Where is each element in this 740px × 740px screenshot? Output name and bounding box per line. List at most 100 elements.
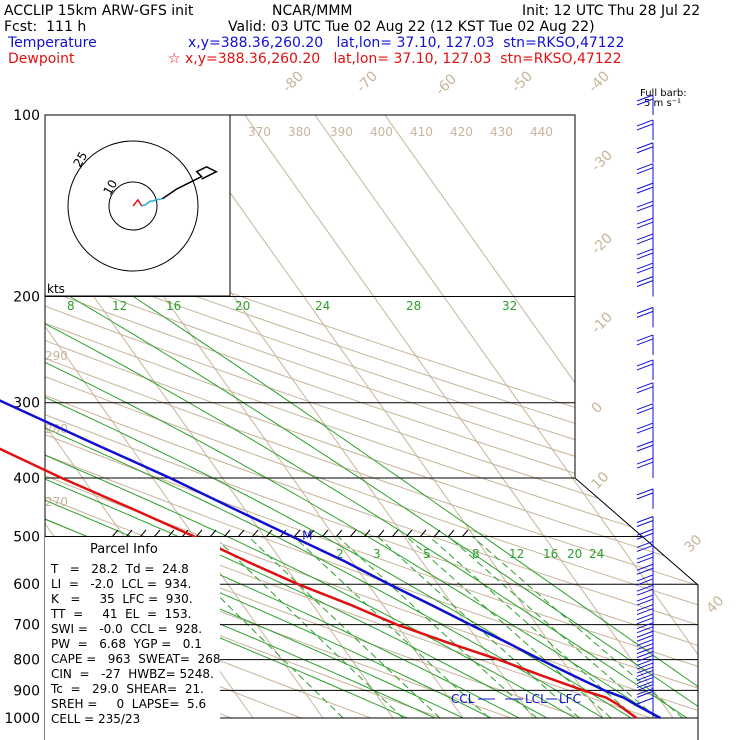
isotherm-line <box>244 115 674 719</box>
wind-barb-flag <box>636 142 654 150</box>
wind-barb <box>636 382 654 403</box>
dry-adiabat-line <box>45 115 698 719</box>
wind-barb-flag <box>636 200 654 208</box>
theta-e-label-16: 16 <box>166 299 181 313</box>
hatch-mark <box>111 529 119 538</box>
hatch-mark <box>167 529 175 538</box>
pressure-label-500: 500 <box>13 529 40 545</box>
mixing-ratio-label-8: 8 <box>472 547 480 561</box>
wind-barb-flag <box>636 673 654 681</box>
hatch-mark <box>251 529 259 538</box>
hatch-mark <box>153 529 161 538</box>
wind-barb-flag <box>636 598 654 606</box>
dry-adiabat-line <box>45 115 372 719</box>
wind-barb-flag <box>636 123 654 131</box>
mixing-ratio-label-20: 20 <box>567 547 582 561</box>
temperature-profile <box>0 399 661 720</box>
dry-adiabat-line <box>45 115 698 719</box>
wind-barb-flag <box>636 578 654 586</box>
barb-legend-units: 5 m s⁻¹ <box>644 98 681 109</box>
pressure-label-900: 900 <box>13 683 40 699</box>
wind-barb-flag <box>636 544 654 552</box>
wind-barb-flag <box>636 688 654 696</box>
wind-barb-flag <box>636 167 654 175</box>
wind-barb-flag <box>636 662 654 670</box>
dry-adiabat-line <box>45 115 698 719</box>
pressure-label-800: 800 <box>13 653 40 669</box>
hatch-mark <box>237 529 245 538</box>
isotherm-label--20: -20 <box>589 230 616 257</box>
mixing-ratio-line <box>248 536 441 719</box>
wind-barb-flag <box>636 403 654 411</box>
parcel-info-box <box>45 537 220 740</box>
hatch-mark <box>125 529 133 538</box>
wind-barb-flag <box>636 163 654 171</box>
dry-adiabat-line <box>45 115 698 719</box>
theta-label-270: 270 <box>45 495 68 509</box>
hatch-mark <box>139 529 147 538</box>
theta-label-440: 440 <box>530 125 553 139</box>
wind-barb-flag <box>636 252 654 260</box>
wind-barb-flag <box>636 630 654 638</box>
wind-barb-flag <box>636 407 654 415</box>
wind-barb-flag <box>636 651 654 659</box>
mixing-ratio-label-24: 24 <box>589 547 604 561</box>
hodograph-units: kts <box>47 282 65 296</box>
wind-barb-flag <box>636 444 654 452</box>
mixing-ratio-line <box>472 536 684 719</box>
pressure-label-400: 400 <box>13 471 40 487</box>
wind-barb <box>636 119 654 140</box>
parcel-info-row: PW = 6.68 YGP = 0.1 <box>51 637 202 651</box>
isotherm-label--80: -80 <box>280 68 307 95</box>
hatch-mark <box>307 529 315 538</box>
hatch-mark <box>391 529 399 538</box>
mixing-ratio-line <box>213 536 404 719</box>
wind-barb-flag <box>636 658 654 666</box>
wind-barb-flag <box>636 182 654 190</box>
hatch-mark <box>447 529 455 538</box>
wind-barb-flag <box>636 697 654 705</box>
wind-barb-flag <box>636 334 654 342</box>
wind-barb-flag <box>636 457 654 465</box>
wind-barb-flag <box>636 540 654 548</box>
theta-e-label-24: 24 <box>315 299 330 313</box>
wind-barb-flag <box>636 248 654 256</box>
wind-barb-flag <box>636 306 654 314</box>
wind-barb-flag <box>636 669 654 677</box>
wind-barb <box>636 262 654 284</box>
mixing-ratio-label-16: 16 <box>543 547 558 561</box>
wind-barb <box>636 233 654 254</box>
hatch-mark <box>293 529 301 538</box>
lfc-label: LFC <box>559 692 581 706</box>
dry-adiabat-line <box>45 115 442 719</box>
hatch-mark <box>377 529 385 538</box>
wind-barb-flag <box>636 119 654 127</box>
dry-adiabat-line <box>45 115 698 719</box>
isotherm-label--40: -40 <box>586 68 613 95</box>
pressure-label-100: 100 <box>13 108 40 124</box>
isotherm-line <box>174 115 604 719</box>
mixing-ratio-line <box>337 536 537 719</box>
wind-barb-flag <box>636 98 654 106</box>
dry-adiabat-line <box>45 115 698 719</box>
wind-barb-flag <box>636 217 654 225</box>
wind-barb-flag <box>636 488 654 496</box>
pressure-label-700: 700 <box>13 618 40 634</box>
wind-barb-flag <box>636 639 654 647</box>
isotherm-label--50: -50 <box>509 68 536 95</box>
theta-label-280: 280 <box>45 422 68 436</box>
wind-barb-flag <box>636 516 654 523</box>
wind-barb <box>636 306 654 328</box>
wind-barb-flag <box>636 146 654 154</box>
theta-label-400: 400 <box>370 125 393 139</box>
wind-barb-flag <box>636 574 654 582</box>
dewpoint-profile <box>0 447 638 720</box>
wind-barb-flag <box>636 643 654 651</box>
isotherm-line <box>384 115 698 719</box>
wind-barb-flag <box>636 262 654 270</box>
barb-legend-title: Full barb: <box>640 88 687 99</box>
hatch-mark <box>405 529 413 538</box>
theta-e-label-28: 28 <box>406 299 421 313</box>
wind-barb <box>636 217 654 239</box>
